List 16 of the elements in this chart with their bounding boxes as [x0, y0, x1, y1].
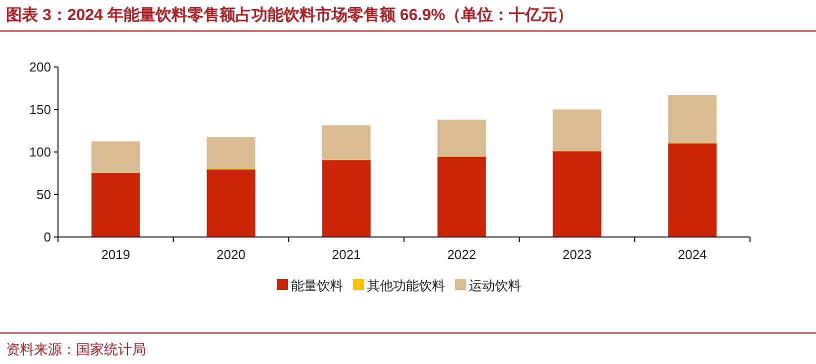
x-tick-label: 2019 [101, 247, 130, 262]
y-tick-label: 0 [44, 230, 51, 244]
legend-label: 能量饮料 [291, 278, 343, 293]
x-tick-label: 2024 [678, 247, 707, 262]
x-tick-label: 2022 [447, 247, 476, 262]
x-tick-label: 2023 [562, 247, 592, 262]
x-tick-label: 2020 [216, 247, 246, 262]
y-tick-label: 150 [29, 102, 51, 117]
y-tick-label: 50 [36, 187, 51, 202]
legend-label: 其他功能饮料 [367, 278, 445, 293]
x-tick-label: 2021 [332, 247, 361, 262]
chart-title: 图表 3：2024 年能量饮料零售额占功能饮料市场零售额 66.9%（单位：十亿元） [6, 6, 574, 24]
legend-label: 运动饮料 [469, 278, 521, 293]
y-tick-label: 100 [29, 144, 51, 160]
text: 资料来源：国家统计局 [6, 341, 146, 357]
y-tick-label: 200 [29, 60, 51, 74]
